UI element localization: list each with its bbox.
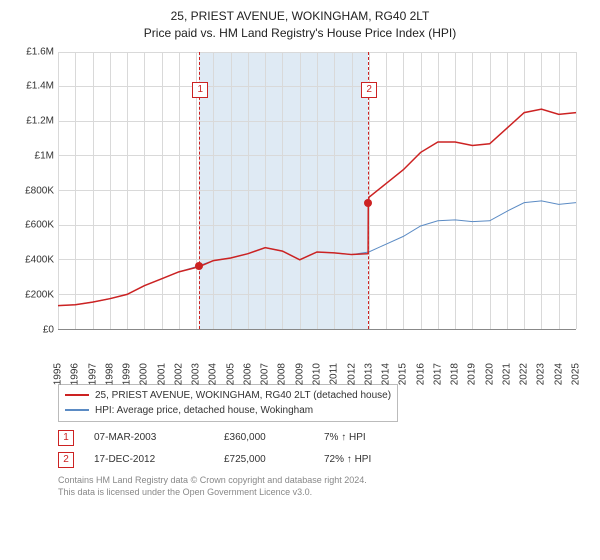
y-tick-label: £0 — [10, 324, 54, 335]
x-tick-label: 1998 — [104, 363, 115, 385]
y-tick-label: £800K — [10, 185, 54, 196]
transaction-row: 2 17-DEC-2012 £725,000 72% ↑ HPI — [58, 452, 590, 468]
footer-line1: Contains HM Land Registry data © Crown c… — [58, 474, 590, 487]
transaction-marker-box: 2 — [58, 452, 74, 468]
x-tick-label: 1995 — [53, 363, 64, 385]
x-tick-label: 2000 — [139, 363, 150, 385]
y-tick-label: £1.4M — [10, 81, 54, 92]
marker-dot — [195, 262, 203, 270]
chart-lines — [58, 52, 576, 329]
title-line1: 25, PRIEST AVENUE, WOKINGHAM, RG40 2LT — [10, 8, 590, 25]
legend-label: 25, PRIEST AVENUE, WOKINGHAM, RG40 2LT (… — [95, 388, 391, 403]
y-tick-label: £600K — [10, 220, 54, 231]
x-tick-label: 1999 — [122, 363, 133, 385]
y-tick-label: £1.6M — [10, 46, 54, 57]
x-tick-label: 2010 — [312, 363, 323, 385]
plot-area: 12 — [58, 52, 576, 330]
x-tick-label: 1996 — [70, 363, 81, 385]
x-tick-label: 2022 — [519, 363, 530, 385]
y-tick-label: £200K — [10, 289, 54, 300]
x-tick-label: 2001 — [156, 363, 167, 385]
series-line — [58, 109, 576, 305]
transaction-price: £725,000 — [224, 454, 304, 465]
legend-label: HPI: Average price, detached house, Woki… — [95, 403, 313, 418]
x-tick-label: 2011 — [329, 363, 340, 385]
x-tick-label: 2005 — [225, 363, 236, 385]
x-tick-label: 2023 — [536, 363, 547, 385]
x-tick-label: 2016 — [415, 363, 426, 385]
x-tick-label: 2006 — [242, 363, 253, 385]
x-tick-label: 2002 — [173, 363, 184, 385]
transactions-list: 1 07-MAR-2003 £360,000 7% ↑ HPI 2 17-DEC-2012… — [58, 430, 590, 468]
x-tick-label: 2012 — [346, 363, 357, 385]
title-line2: Price paid vs. HM Land Registry's House … — [10, 25, 590, 42]
transaction-delta: 72% ↑ HPI — [324, 454, 371, 465]
x-tick-label: 2014 — [381, 363, 392, 385]
x-tick-label: 2007 — [260, 363, 271, 385]
x-tick-label: 2018 — [450, 363, 461, 385]
legend-item: 25, PRIEST AVENUE, WOKINGHAM, RG40 2LT (… — [65, 388, 391, 403]
gridline-v — [576, 52, 577, 329]
footer-attribution: Contains HM Land Registry data © Crown c… — [58, 474, 590, 499]
x-tick-label: 2015 — [398, 363, 409, 385]
marker-label-box: 2 — [361, 82, 377, 98]
legend-swatch — [65, 409, 89, 411]
x-tick-label: 2003 — [191, 363, 202, 385]
x-tick-label: 2021 — [501, 363, 512, 385]
x-tick-label: 2008 — [277, 363, 288, 385]
transaction-price: £360,000 — [224, 432, 304, 443]
transaction-marker-box: 1 — [58, 430, 74, 446]
transaction-date: 17-DEC-2012 — [94, 454, 204, 465]
x-tick-label: 2019 — [467, 363, 478, 385]
legend-swatch — [65, 394, 89, 396]
footer-line2: This data is licensed under the Open Gov… — [58, 486, 590, 499]
transaction-row: 1 07-MAR-2003 £360,000 7% ↑ HPI — [58, 430, 590, 446]
x-tick-label: 2013 — [363, 363, 374, 385]
x-tick-label: 2017 — [432, 363, 443, 385]
chart-area: £0 £200K £400K £600K £800K £1M £1.2M £1.4M £1.6M… — [10, 48, 590, 378]
transaction-date: 07-MAR-2003 — [94, 432, 204, 443]
chart-title: 25, PRIEST AVENUE, WOKINGHAM, RG40 2LT P… — [10, 8, 590, 42]
marker-label-box: 1 — [192, 82, 208, 98]
y-tick-label: £400K — [10, 255, 54, 266]
x-tick-label: 2025 — [571, 363, 582, 385]
marker-dot — [364, 199, 372, 207]
x-tick-label: 1997 — [87, 363, 98, 385]
x-tick-label: 2009 — [294, 363, 305, 385]
transaction-delta: 7% ↑ HPI — [324, 432, 366, 443]
x-tick-label: 2004 — [208, 363, 219, 385]
x-tick-label: 2024 — [553, 363, 564, 385]
y-tick-label: £1.2M — [10, 116, 54, 127]
y-tick-label: £1M — [10, 150, 54, 161]
legend: 25, PRIEST AVENUE, WOKINGHAM, RG40 2LT (… — [58, 384, 398, 422]
x-tick-label: 2020 — [484, 363, 495, 385]
chart-container: 25, PRIEST AVENUE, WOKINGHAM, RG40 2LT P… — [0, 0, 600, 560]
legend-item: HPI: Average price, detached house, Woki… — [65, 403, 391, 418]
